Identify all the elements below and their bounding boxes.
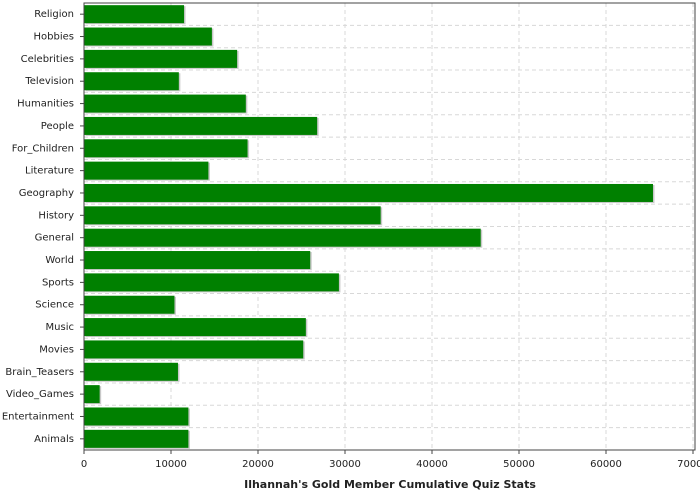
y-tick-label: Television: [24, 76, 74, 87]
y-tick-label: Hobbies: [34, 32, 74, 43]
bar: [84, 385, 100, 404]
bar: [84, 318, 306, 337]
bar: [84, 5, 185, 24]
bar: [84, 139, 248, 158]
bar: [84, 49, 238, 68]
bar: [84, 206, 381, 225]
bar: [84, 340, 304, 359]
y-tick-label: People: [41, 121, 74, 132]
bar: [84, 407, 189, 426]
bar: [84, 183, 653, 202]
bar: [84, 27, 212, 46]
y-tick-label: Music: [46, 322, 74, 333]
y-tick-label: For_Children: [12, 143, 74, 154]
x-tick-label: 40000: [416, 459, 448, 470]
x-tick-label: 20000: [242, 459, 274, 470]
bar: [84, 273, 339, 292]
y-tick-label: Entertainment: [2, 411, 74, 422]
bar: [84, 228, 481, 247]
y-tick-label: Movies: [39, 344, 74, 355]
bar: [84, 429, 189, 448]
x-tick-label: 0: [81, 459, 87, 470]
y-tick-label: Celebrities: [21, 54, 74, 65]
x-tick-label: 60000: [590, 459, 622, 470]
y-tick-label: General: [35, 233, 74, 244]
x-axis-label: Ilhannah's Gold Member Cumulative Quiz S…: [244, 478, 536, 491]
bar: [84, 161, 209, 180]
y-tick-label: Geography: [19, 188, 74, 199]
y-tick-label: Animals: [34, 434, 74, 445]
bar: [84, 94, 246, 113]
bar: [84, 295, 175, 314]
bar: [84, 251, 311, 270]
plot-frame: [83, 2, 696, 451]
y-tick-label: Video_Games: [6, 389, 74, 400]
bar: [84, 72, 179, 91]
bar: [84, 362, 178, 381]
x-tick-label: 10000: [155, 459, 187, 470]
y-tick-label: History: [38, 210, 74, 221]
y-tick-label: Religion: [34, 9, 74, 20]
y-tick-label: Brain_Teasers: [5, 367, 74, 378]
y-tick-label: Sports: [42, 277, 74, 288]
bar: [84, 116, 318, 135]
y-tick-label: Science: [35, 300, 74, 311]
y-tick-label: Literature: [25, 166, 74, 177]
x-tick-label: 30000: [329, 459, 361, 470]
x-tick-label: 70000: [677, 459, 700, 470]
y-tick-label: Humanities: [17, 99, 74, 110]
x-tick-label: 50000: [503, 459, 535, 470]
y-tick-label: World: [45, 255, 74, 266]
